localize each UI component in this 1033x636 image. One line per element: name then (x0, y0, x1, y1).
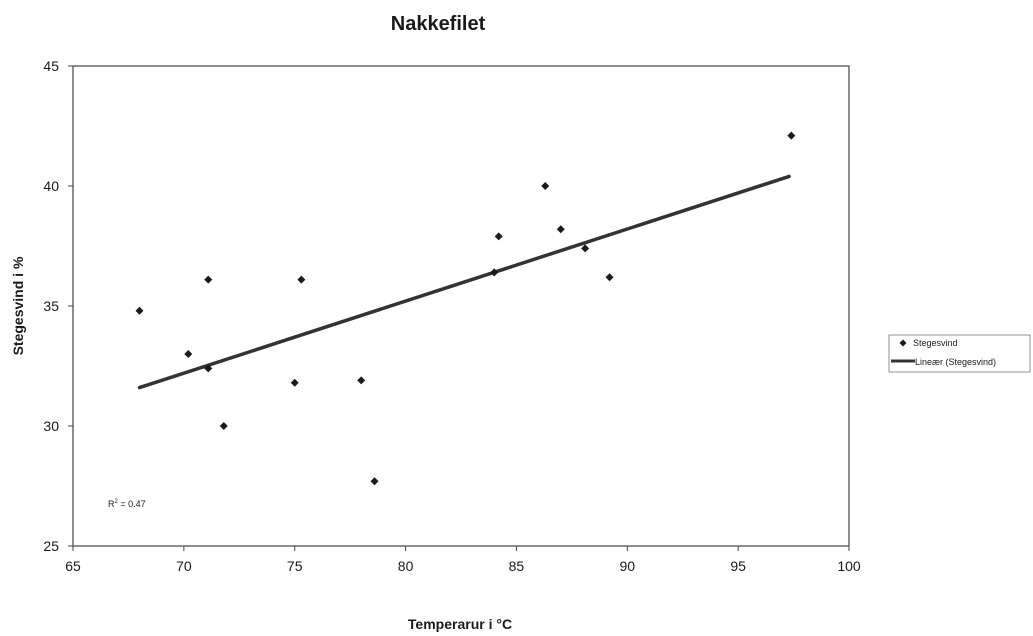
r-squared-value: = 0.47 (118, 499, 146, 509)
data-point-diamond (556, 225, 565, 234)
x-tick-label: 80 (398, 558, 414, 574)
data-point-diamond (541, 182, 550, 190)
data-point-diamond (219, 422, 228, 430)
x-tick-label: 85 (509, 558, 525, 574)
y-tick-label: 35 (43, 298, 59, 314)
x-axis: 65 70 75 80 85 90 95 100 (65, 546, 861, 574)
y-tick-label: 30 (43, 418, 59, 434)
legend-label-trendline: Lineær (Stegesvind) (915, 357, 996, 367)
y-tick-label: 40 (43, 178, 59, 194)
x-tick-label: 65 (65, 558, 81, 574)
y-tick-label: 45 (43, 58, 59, 74)
data-point-diamond (204, 364, 213, 373)
data-point-diamond (490, 268, 499, 277)
data-point-diamond (297, 275, 306, 284)
y-tick-label: 25 (43, 538, 59, 554)
legend-marker-diamond-icon (899, 339, 907, 347)
data-point-diamond (370, 477, 379, 486)
data-point-diamond (581, 244, 590, 253)
trendline-linear (137, 174, 791, 390)
r-squared-exponent: 2 (115, 499, 119, 505)
x-tick-label: 90 (619, 558, 635, 574)
data-point-diamond (290, 378, 299, 387)
data-point-diamond (184, 350, 193, 358)
x-tick-label: 70 (176, 558, 192, 574)
x-axis-title: Temperarur i °C (408, 616, 512, 632)
x-tick-label: 75 (287, 558, 303, 574)
data-point-diamond (494, 232, 503, 241)
legend: Stegesvind Lineær (Stegesvind) (888, 334, 1031, 373)
y-axis: 25 30 35 40 45 (43, 58, 73, 554)
x-tick-label: 100 (837, 558, 861, 574)
chart-title: Nakkefilet (391, 13, 486, 35)
legend-box (888, 334, 1031, 373)
data-point-diamond (135, 306, 144, 315)
plot-area-frame (72, 65, 850, 547)
y-axis-title: Stegesvind i % (10, 256, 26, 355)
data-point-diamond (605, 273, 614, 282)
r-squared-annotation: R2 = 0.47 (108, 499, 146, 509)
data-points (135, 131, 796, 486)
data-point-diamond (204, 275, 213, 284)
data-point-diamond (357, 376, 366, 385)
x-tick-label: 95 (730, 558, 746, 574)
legend-label-series: Stegesvind (913, 338, 958, 348)
r-squared-base: R (108, 499, 115, 509)
data-point-diamond (787, 131, 796, 140)
